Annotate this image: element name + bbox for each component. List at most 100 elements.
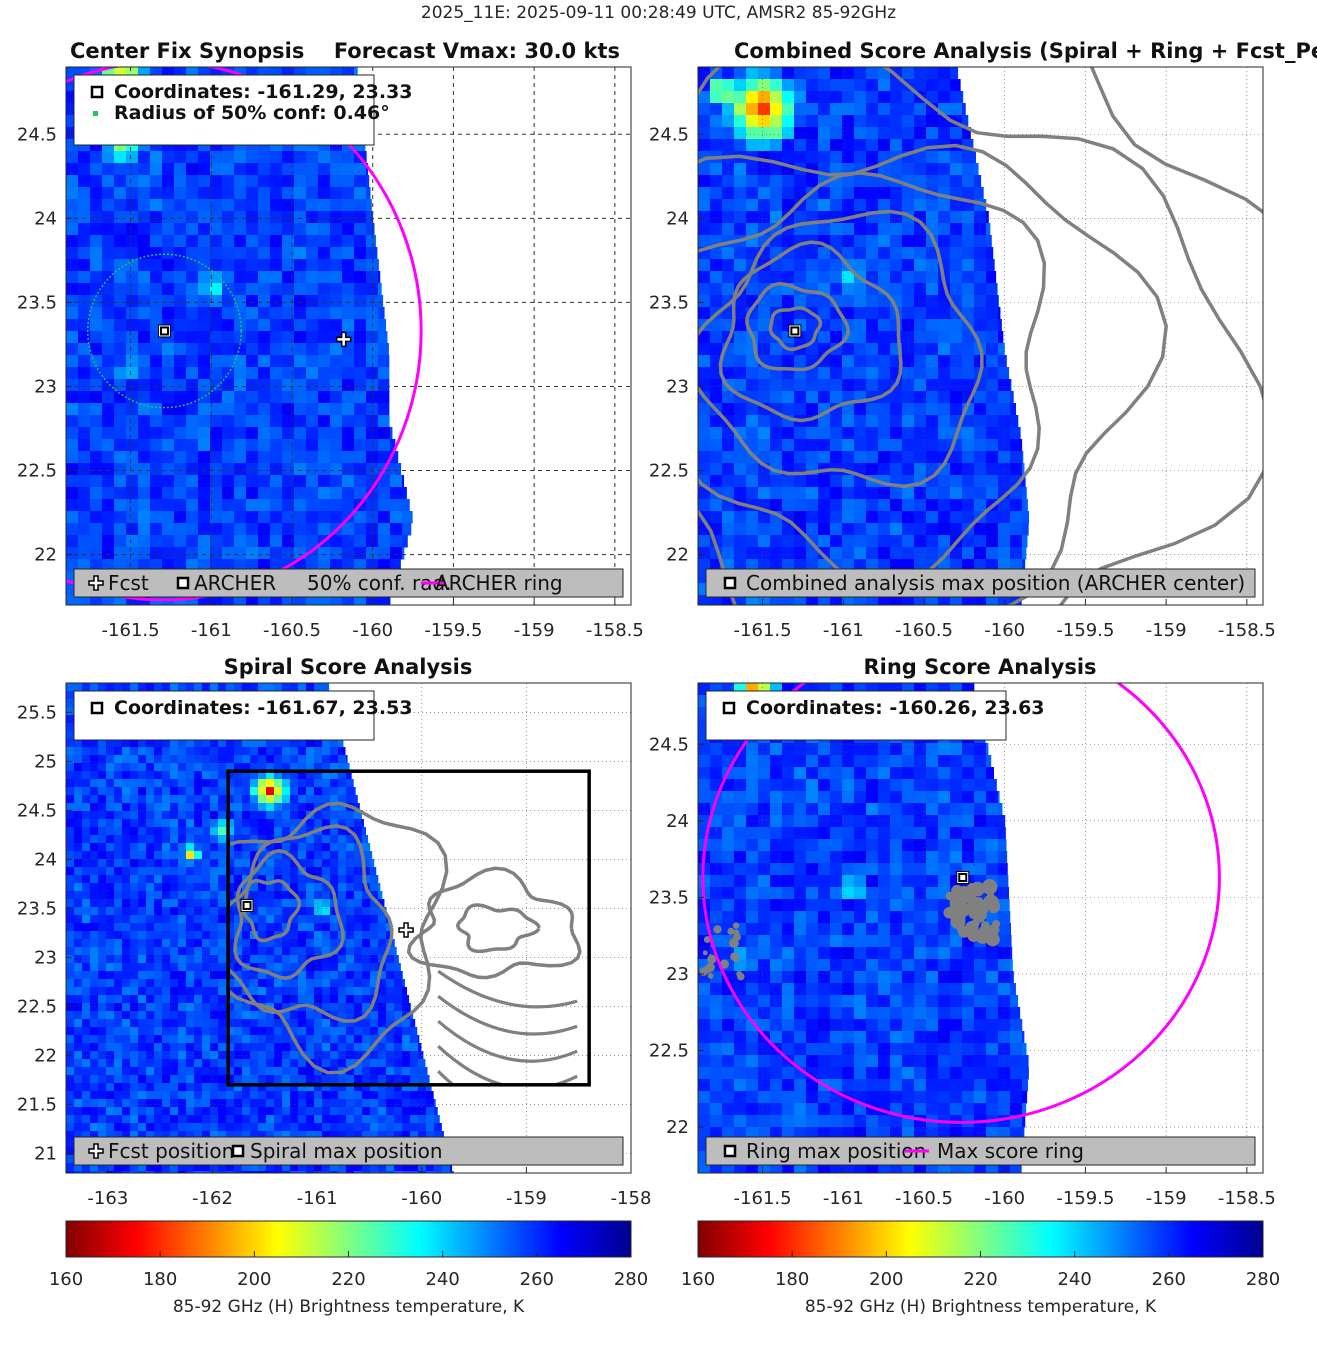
tb-cell: [194, 1075, 203, 1084]
tb-cell: [426, 1099, 435, 1108]
tb-cell: [234, 271, 247, 284]
tb-cell: [830, 355, 843, 368]
tb-cell: [782, 487, 795, 500]
tb-cell: [346, 851, 355, 860]
tb-cell: [122, 1075, 131, 1084]
tb-cell: [194, 1067, 203, 1076]
tb-cell: [174, 391, 187, 404]
tb-cell: [998, 487, 1011, 500]
tb-cell: [98, 963, 107, 972]
tb-cell: [866, 223, 879, 236]
tb-cell: [146, 971, 155, 980]
tb-cell: [758, 163, 771, 176]
tb-cell: [210, 1043, 219, 1052]
tb-cell: [962, 355, 975, 368]
tb-cell: [122, 979, 131, 988]
tb-cell: [246, 403, 259, 416]
tb-cell: [146, 843, 155, 852]
tb-cell: [98, 683, 107, 692]
tb-cell: [74, 1107, 83, 1116]
tb-cell: [998, 499, 1011, 512]
tb-cell: [318, 499, 331, 512]
tb-cell: [66, 1003, 75, 1012]
tb-cell: [974, 319, 987, 332]
tb-cell: [938, 367, 951, 380]
tb-cell: [154, 1075, 163, 1084]
tb-cell: [138, 511, 151, 524]
tb-cell: [370, 1019, 379, 1028]
tb-cell: [130, 1043, 139, 1052]
tb-cell: [234, 939, 243, 948]
tb-cell: [294, 223, 307, 236]
tb-cell: [174, 463, 187, 476]
tb-cell: [106, 683, 115, 692]
tb-cell: [74, 811, 83, 820]
tb-cell: [866, 595, 879, 605]
tb-cell: [298, 835, 307, 844]
tb-cell: [194, 803, 203, 812]
tb-cell: [258, 1131, 267, 1140]
tb-cell: [218, 827, 227, 836]
tb-cell: [138, 1083, 147, 1092]
tb-cell: [318, 451, 331, 464]
tb-cell: [154, 955, 163, 964]
tb-cell: [234, 843, 243, 852]
tb-cell: [346, 1115, 355, 1124]
tb-cell: [722, 367, 735, 380]
tb-cell: [222, 451, 235, 464]
tb-cell: [974, 259, 987, 272]
tb-cell: [270, 403, 283, 416]
tb-cell: [174, 307, 187, 320]
tb-cell: [306, 979, 315, 988]
tb-cell: [734, 199, 747, 212]
tb-cell: [986, 295, 999, 308]
tb-cell: [178, 939, 187, 948]
tb-cell: [322, 683, 330, 692]
tb-cell: [138, 259, 151, 272]
tb-cell: [314, 1131, 323, 1140]
tb-cell: [362, 947, 371, 956]
tb-cell: [722, 139, 735, 152]
tb-cell: [962, 307, 975, 320]
tb-cell: [926, 211, 939, 224]
tb-cell: [926, 355, 939, 368]
tb-cell: [98, 739, 107, 748]
tb-cell: [770, 127, 783, 140]
tb-cell: [854, 439, 867, 452]
tb-cell: [698, 163, 711, 176]
tb-cell: [770, 379, 783, 392]
tb-cell: [290, 979, 299, 988]
tb-cell: [890, 235, 903, 248]
tb-cell: [402, 547, 405, 560]
tb-cell: [998, 355, 1007, 368]
tb-cell: [202, 819, 211, 828]
tb-cell: [962, 367, 975, 380]
tb-cell: [178, 931, 187, 940]
tb-cell: [366, 187, 371, 200]
tb-cell: [282, 223, 295, 236]
tb-cell: [298, 875, 307, 884]
tb-cell: [170, 979, 179, 988]
tb-cell: [218, 851, 227, 860]
tb-cell: [186, 1107, 195, 1116]
tb-cell: [130, 795, 139, 804]
tb-cell: [258, 247, 271, 260]
tb-cell: [986, 391, 999, 404]
tb-cell: [74, 1115, 83, 1124]
tb-cell: [258, 1067, 267, 1076]
tb-cell: [226, 739, 235, 748]
tb-cell: [242, 835, 251, 844]
tb-cell: [794, 295, 807, 308]
tb-cell: [394, 987, 403, 996]
tb-cell: [274, 771, 283, 780]
tb-cell: [138, 795, 147, 804]
tb-cell: [170, 1067, 179, 1076]
tb-cell: [178, 1067, 187, 1076]
tb-cell: [974, 283, 987, 296]
tb-cell: [758, 67, 771, 80]
tb-cell: [290, 1163, 299, 1172]
tb-cell: [194, 1019, 203, 1028]
tb-cell: [114, 755, 123, 764]
tb-cell: [746, 511, 759, 524]
tb-cell: [174, 379, 187, 392]
